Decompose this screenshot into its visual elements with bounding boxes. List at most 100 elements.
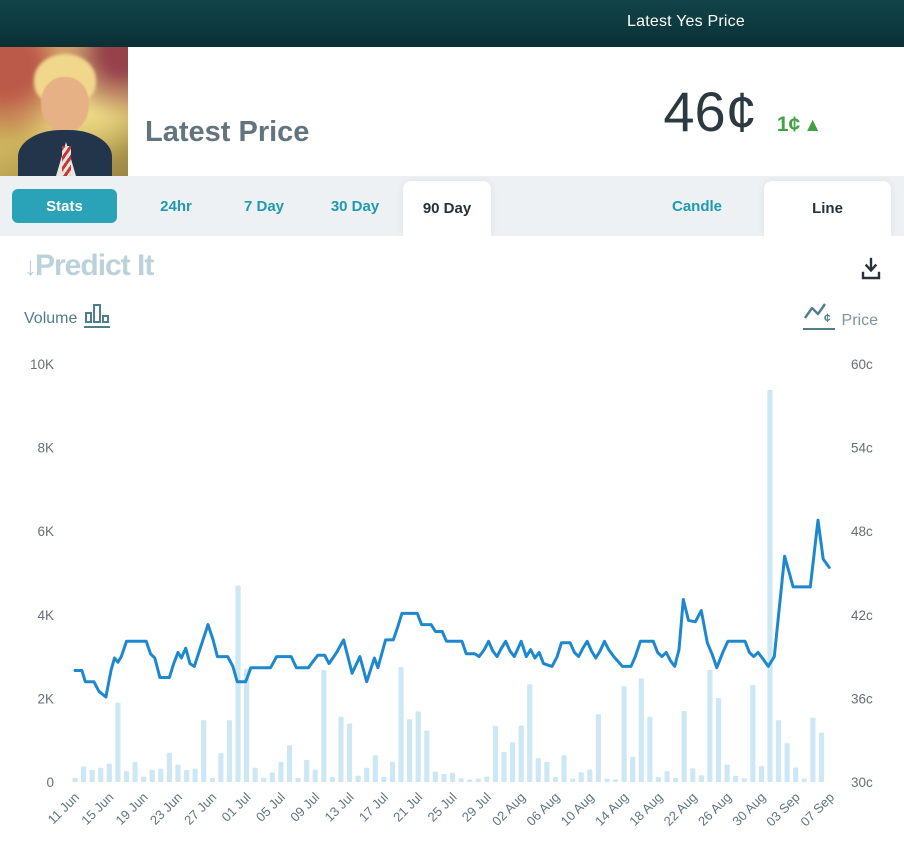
- volume-bar: [218, 753, 224, 782]
- volume-bar: [484, 776, 490, 782]
- volume-bar: [492, 725, 499, 782]
- volume-bar: [501, 751, 507, 782]
- volume-bar: [810, 717, 816, 782]
- photo-tie: [62, 146, 71, 176]
- latest-price-label: Latest Price: [145, 116, 310, 149]
- volume-bar: [578, 772, 584, 782]
- volume-bar: [630, 756, 636, 782]
- volume-bar: [518, 725, 524, 782]
- volume-bar: [192, 768, 198, 782]
- volume-bar: [458, 778, 464, 782]
- tab-candle[interactable]: Candle: [671, 197, 722, 215]
- volume-bar: [166, 752, 172, 782]
- volume-bar: [775, 720, 782, 782]
- volume-bar: [98, 767, 104, 782]
- price-toggle[interactable]: ¢ Price: [802, 302, 878, 330]
- date-axis-tick: 13 Jul: [322, 789, 357, 824]
- volume-bar: [647, 716, 653, 782]
- volume-toggle-label: Volume: [24, 310, 78, 327]
- date-axis-tick: 07 Sep: [797, 790, 837, 830]
- volume-bar: [784, 743, 790, 782]
- volume-bar: [132, 761, 138, 782]
- volume-toggle[interactable]: Volume: [24, 302, 111, 328]
- volume-bar: [552, 776, 559, 782]
- volume-bar: [818, 732, 825, 782]
- volume-bar: [707, 669, 713, 782]
- volume-bar: [801, 778, 807, 782]
- volume-bar: [72, 777, 78, 782]
- volume-bar: [364, 767, 370, 782]
- volume-bar: [115, 702, 121, 782]
- download-chart-button[interactable]: [856, 256, 886, 284]
- price-axis-tick: 36c: [851, 691, 873, 706]
- volume-axis-tick: 0: [46, 775, 54, 790]
- volume-bar: [106, 763, 112, 782]
- price-axis-tick: 30c: [851, 775, 873, 790]
- volume-bar: [141, 776, 147, 782]
- volume-bar: [252, 767, 258, 782]
- date-axis-tick: 10 Aug: [558, 790, 597, 829]
- volume-bar: [664, 771, 670, 782]
- date-axis-tick: 09 Jul: [287, 789, 322, 824]
- volume-bar: [355, 775, 361, 782]
- volume-bar: [544, 761, 550, 782]
- latest-price-value: 46¢: [663, 80, 757, 143]
- tab-90-day[interactable]: 90 Day: [403, 181, 491, 236]
- volume-bar: [80, 766, 87, 782]
- tab-7-day[interactable]: 7 Day: [243, 197, 285, 215]
- volume-bar: [595, 714, 601, 782]
- date-axis-tick: 01 Jul: [219, 789, 254, 824]
- volume-axis-tick: 4K: [37, 608, 54, 623]
- price-axis-tick: 42c: [851, 608, 873, 623]
- volume-bar: [767, 389, 773, 782]
- logo-down-arrow-icon: ↓: [24, 250, 37, 281]
- volume-bars-icon: [84, 302, 111, 328]
- volume-bar: [733, 775, 739, 782]
- photo-face: [41, 77, 89, 133]
- volume-bar: [441, 774, 447, 782]
- volume-bar: [638, 678, 644, 782]
- volume-axis-tick: 6K: [37, 524, 54, 539]
- volume-bar: [449, 772, 456, 782]
- tab-30-day[interactable]: 30 Day: [330, 197, 380, 215]
- volume-bar: [372, 755, 378, 782]
- volume-bar: [158, 768, 164, 782]
- top-bar-title: Latest Yes Price: [627, 13, 745, 30]
- price-toggle-label: Price: [841, 312, 878, 329]
- volume-bar: [398, 667, 404, 782]
- volume-bar: [467, 779, 473, 782]
- volume-bar: [209, 777, 215, 782]
- date-axis-tick: 11 Jun: [45, 790, 83, 828]
- tab-line[interactable]: Line: [764, 181, 891, 236]
- date-axis-tick: 27 Jun: [181, 790, 219, 828]
- volume-bar: [321, 669, 327, 782]
- volume-bar: [527, 684, 533, 782]
- svg-text:¢: ¢: [824, 311, 831, 325]
- volume-bar: [673, 777, 679, 782]
- market-contract-photo: [0, 47, 128, 176]
- volume-bar: [509, 742, 516, 782]
- chart-toolbar: Stats 24hr 7 Day 30 Day 90 Day Candle Li…: [0, 176, 904, 236]
- volume-bar: [612, 779, 619, 782]
- date-axis-tick: 03 Sep: [763, 790, 803, 830]
- volume-bar: [690, 768, 696, 782]
- volume-bar: [235, 585, 241, 782]
- date-axis-tick: 05 Jul: [253, 789, 288, 824]
- volume-bar: [698, 775, 704, 782]
- volume-bar: [269, 772, 275, 782]
- volume-bar: [304, 759, 310, 782]
- volume-bar: [750, 685, 756, 782]
- volume-bar: [655, 776, 662, 782]
- volume-bar: [570, 778, 576, 782]
- date-axis-tick: 26 Aug: [695, 790, 734, 829]
- volume-bar: [681, 710, 687, 782]
- date-axis-tick: 17 Jul: [356, 789, 391, 824]
- volume-bar: [295, 777, 301, 782]
- volume-bar: [758, 766, 764, 782]
- market-header: Latest Price 46¢ 1¢ ▲: [0, 47, 904, 176]
- volume-bar: [381, 776, 387, 782]
- stats-button[interactable]: Stats: [12, 189, 117, 223]
- tab-24hr[interactable]: 24hr: [160, 197, 192, 215]
- price-row: 46¢ 1¢ ▲: [663, 77, 822, 147]
